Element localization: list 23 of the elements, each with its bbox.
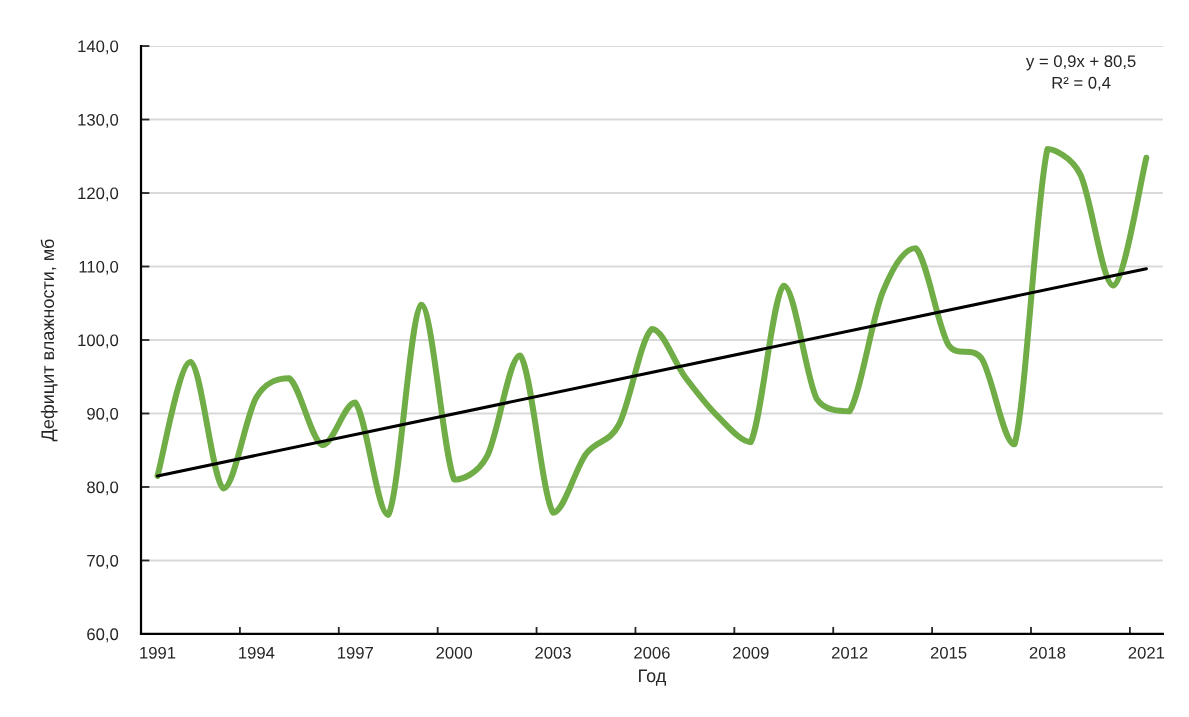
x-tick-label: 2015 — [930, 646, 967, 659]
x-tick-label: 2009 — [733, 646, 769, 659]
x-tick-label: 2000 — [436, 646, 473, 659]
y-tick-label: 100,0 — [78, 334, 119, 349]
annotation: y = 0,9x + 80,5 R² = 0,4 — [1026, 55, 1136, 91]
y-tick-label: 70,0 — [87, 554, 119, 569]
y-tick-label: 120,0 — [78, 187, 119, 202]
y-tick-label: 130,0 — [78, 113, 119, 128]
x-tick-label: 1991 — [140, 646, 176, 659]
x-tick-label: 2018 — [1029, 646, 1066, 659]
x-tick-label: 2006 — [634, 646, 670, 659]
y-tick-label: 60,0 — [87, 628, 119, 643]
y-tick-label: 80,0 — [87, 481, 119, 496]
x-tick-label: 1997 — [338, 646, 373, 659]
x-tick-label: 1994 — [239, 646, 275, 659]
x-tick-label: 2012 — [832, 646, 868, 659]
y-tick-label: 140,0 — [78, 40, 119, 55]
y-tick-label: 110,0 — [79, 260, 119, 275]
x-axis-title: Год — [639, 669, 666, 686]
y-tick-label: 90,0 — [87, 407, 119, 422]
y-axis-title: Дефицит влажности, мб — [40, 239, 58, 442]
x-tick-label: 2021 — [1128, 646, 1165, 659]
x-tick-label: 2003 — [535, 646, 571, 659]
